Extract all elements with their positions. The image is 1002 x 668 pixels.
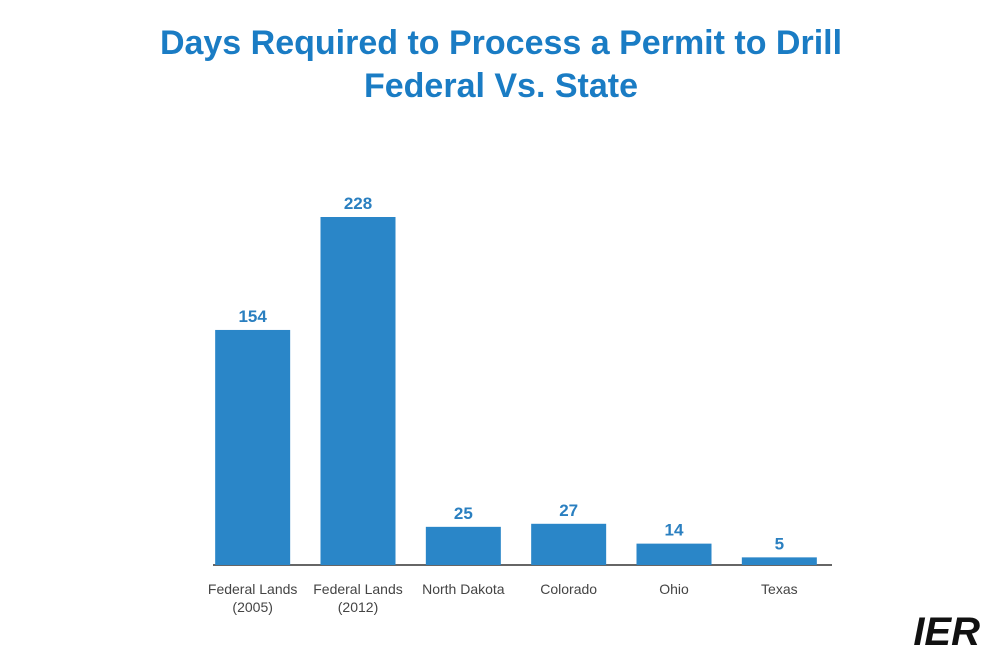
x-tick-label: Ohio [659,581,689,597]
value-label: 25 [454,504,473,523]
bar [531,523,607,565]
chart-subtitle: Federal Vs. State [364,67,638,105]
value-label: 154 [238,307,267,326]
logo: IER [913,610,980,654]
x-tick-label: Federal Lands (2005) [207,581,298,615]
x-tick-label: Colorado [540,581,598,597]
value-label: 228 [344,194,372,213]
value-label: 14 [665,521,684,540]
bar [636,543,712,565]
chart-title: Days Required to Process a Permit to Dri… [160,24,842,62]
bar [741,557,817,565]
x-tick-label: North Dakota [422,581,505,597]
x-tick-label: Federal Lands (2012) [313,581,403,615]
bar [425,526,501,565]
bar [215,329,291,565]
bar [320,217,396,565]
value-label: 27 [559,501,578,520]
value-label: 5 [775,534,784,553]
x-tick-label: Texas [761,581,798,597]
